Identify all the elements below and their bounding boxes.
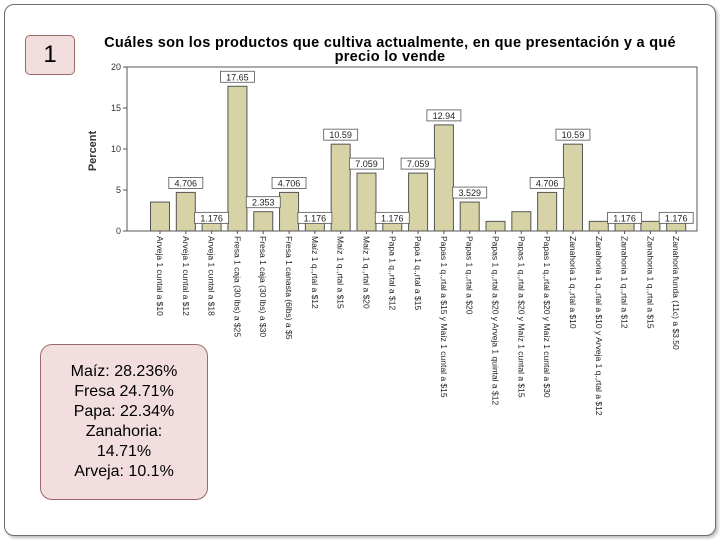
summary-line: Fresa 24.71%	[74, 383, 174, 400]
data-label-box	[271, 177, 307, 189]
x-tick-label: Papas 1 q.,rtal a $20	[465, 236, 475, 315]
bar	[253, 211, 274, 232]
x-tick-label: Fresa 1 caja (30 lbs) a $30	[258, 236, 268, 337]
bar	[330, 143, 351, 232]
y-tick-label: 15	[111, 103, 121, 113]
data-label: 17.65	[226, 72, 249, 82]
chart-title-line-2: precio lo vende	[334, 49, 446, 65]
data-label-box	[529, 177, 565, 189]
summary-line: Papa: 22.34%	[73, 403, 175, 420]
bar	[227, 85, 248, 232]
data-label: 1.176	[613, 213, 636, 223]
data-label: 1.176	[665, 213, 688, 223]
bar	[150, 201, 170, 232]
data-label: 4.706	[278, 178, 301, 188]
data-label: 7.059	[407, 159, 430, 169]
data-label: 4.706	[175, 178, 198, 188]
data-label-box	[374, 211, 410, 224]
summary-line: Maíz: 28.236%	[70, 363, 178, 380]
y-tick-label: 0	[116, 226, 121, 236]
x-tick-label: Papas 1 q.,rtal a $20 y Maíz 1 cuntal a …	[516, 236, 526, 398]
x-tick-label: Zanahoria 1 q.,rtal a $10 y Arveja 1 q.,…	[594, 236, 604, 416]
data-label: 10.59	[562, 130, 585, 140]
bar	[485, 220, 506, 232]
x-tick-label: Zanahoria 1 q.,rtal a $15	[645, 236, 655, 329]
data-label-box	[400, 157, 436, 170]
x-tick-label: Maíz 1 q.,rtal a $15	[336, 236, 346, 309]
x-tick-label: Zanahoria funda (11c) a $3.50	[671, 236, 681, 350]
data-label: 2.353	[252, 198, 275, 208]
summary-box: Maíz: 28.236% Fresa 24.71% Papa: 22.34% …	[40, 344, 208, 500]
data-label: 12.94	[433, 111, 456, 121]
x-tick-label: Papas 1 q.,rtal a $15 y Maíz 1 cuntal a …	[439, 236, 449, 398]
bar	[433, 124, 454, 232]
bar	[511, 211, 532, 232]
x-tick-label: Arveja 1 cuntal a $12	[181, 236, 191, 316]
data-label-box	[297, 211, 333, 224]
summary-line: Arveja: 10.1%	[74, 463, 174, 480]
data-label-box	[349, 157, 384, 170]
data-label-box	[245, 196, 281, 209]
summary-line: 14.71%	[96, 443, 152, 460]
bar	[459, 201, 480, 232]
data-label: 1.176	[304, 213, 327, 223]
data-label: 7.059	[355, 159, 378, 169]
summary-line: Zanahoria:	[85, 423, 163, 440]
data-label-box	[323, 128, 359, 141]
x-tick-label: Maíz 1 q.,rtal a $20	[361, 236, 371, 309]
data-label-box	[194, 211, 230, 224]
data-label: 1.176	[381, 213, 404, 223]
data-label-box	[607, 211, 642, 224]
bar	[588, 220, 609, 232]
data-label-box	[555, 128, 591, 141]
data-label-box	[220, 70, 255, 83]
data-label: 1.176	[200, 213, 223, 223]
bar	[537, 191, 558, 232]
data-label-box	[658, 211, 694, 224]
x-tick-label: Maíz 1 q.,rtal a $12	[310, 236, 320, 309]
chart-title-line-1: Cuáles son los productos que cultiva act…	[104, 35, 676, 51]
y-tick-label: 10	[111, 144, 121, 154]
x-tick-label: Fresa 1 caja (30 lbs) a $25	[232, 236, 242, 337]
data-label-box	[426, 109, 462, 122]
data-label: 10.59	[329, 130, 352, 140]
x-tick-label: Fresa 1 canasta (6lbs) a $5	[284, 236, 294, 340]
x-tick-label: Zanahoria 1 q.,rtal a $10	[568, 236, 578, 329]
data-label-box	[168, 177, 204, 189]
x-tick-label: Papas 1 q.,rtal a $20 y Maíz 1 cuntal a …	[542, 236, 552, 398]
data-label-box	[452, 186, 488, 199]
bar	[640, 220, 661, 232]
bar	[279, 191, 300, 232]
x-tick-label: Zanahoria 1 q.,rtal a $12	[620, 236, 630, 329]
slide-number-badge: 1	[25, 35, 75, 75]
data-label: 3.529	[458, 188, 481, 198]
chart-title: Cuáles son los productos que cultiva act…	[80, 35, 700, 65]
x-tick-label: Arveja 1 cuntal a $10	[155, 236, 165, 316]
y-tick-label: 20	[111, 62, 121, 72]
bar	[408, 172, 429, 232]
bar	[356, 172, 377, 232]
data-label: 4.706	[536, 178, 559, 188]
x-tick-label: Arveja 1 cuntal a $18	[207, 236, 217, 316]
bar	[562, 143, 583, 232]
y-axis-label: Percent	[87, 130, 99, 171]
x-tick-label: Papa 1 q.,rtal a $15	[413, 236, 423, 310]
x-tick-label: Papas 1 q.,rtal a $20 y Arveja 1 quintal…	[491, 236, 501, 405]
bar	[175, 191, 196, 232]
y-tick-label: 5	[116, 185, 121, 195]
x-tick-label: Papa 1 q.,rtal a $12	[387, 236, 397, 310]
